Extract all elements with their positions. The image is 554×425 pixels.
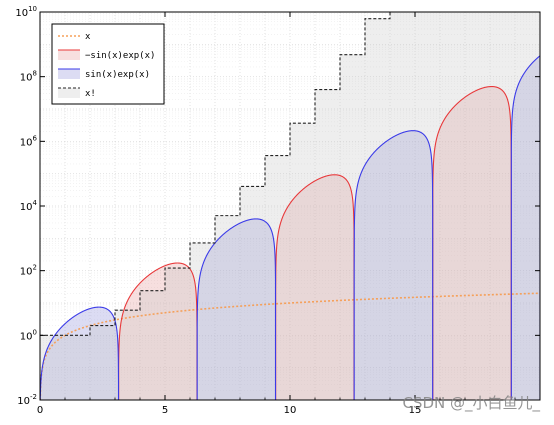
series-fill-1 [275,174,354,400]
legend-label-3: x! [85,89,96,99]
series-lines [40,12,540,400]
y-tick-label: 100 [20,328,37,342]
y-tick-label: 106 [20,134,38,148]
series-fill-2 [354,130,433,400]
series-line-2 [40,306,120,400]
y-tick-label: 104 [20,199,38,213]
series-line-factorial [40,12,391,336]
ticks: 0 5 10 15 10-2 100 102 104 106 108 1010 [15,5,540,416]
y-tick-label: 102 [20,264,37,278]
series-fill-2 [511,55,540,400]
legend-label-0: x [85,32,91,42]
legend-label-2: sin(x)exp(x) [85,70,150,80]
series-fill-2 [197,218,276,400]
series-fill-1 [432,86,512,400]
series-line-1 [275,174,355,400]
x-tick-label: 10 [284,405,297,416]
series-line-0 [40,292,540,400]
series-line-2 [510,55,540,400]
y-tick-label: 1010 [15,5,37,19]
series-line-2 [353,130,434,400]
series-fill-1 [118,263,197,400]
legend-swatch-3 [58,88,80,98]
y-tick-label: 108 [20,70,37,84]
series-fills [40,12,540,400]
series-fill-factorial [40,12,540,400]
series-line-1 [432,85,512,400]
x-tick-label: 15 [409,405,422,416]
x-tick-label: 5 [162,405,168,416]
legend-swatch-1 [58,50,80,60]
watermark: CSDN @_小白鱼儿_ [402,394,540,412]
legend-swatch-2 [58,69,80,79]
legend-box [51,23,165,105]
series-line-1 [118,262,198,400]
legend: x −sin(x)exp(x) sin(x)exp(x) x! [51,23,165,105]
series-line-2 [196,218,277,400]
y-tick-label: 10-2 [17,393,37,407]
series-fill-2 [40,307,119,400]
x-tick-label: 0 [37,405,43,416]
legend-label-1: −sin(x)exp(x) [85,51,155,61]
